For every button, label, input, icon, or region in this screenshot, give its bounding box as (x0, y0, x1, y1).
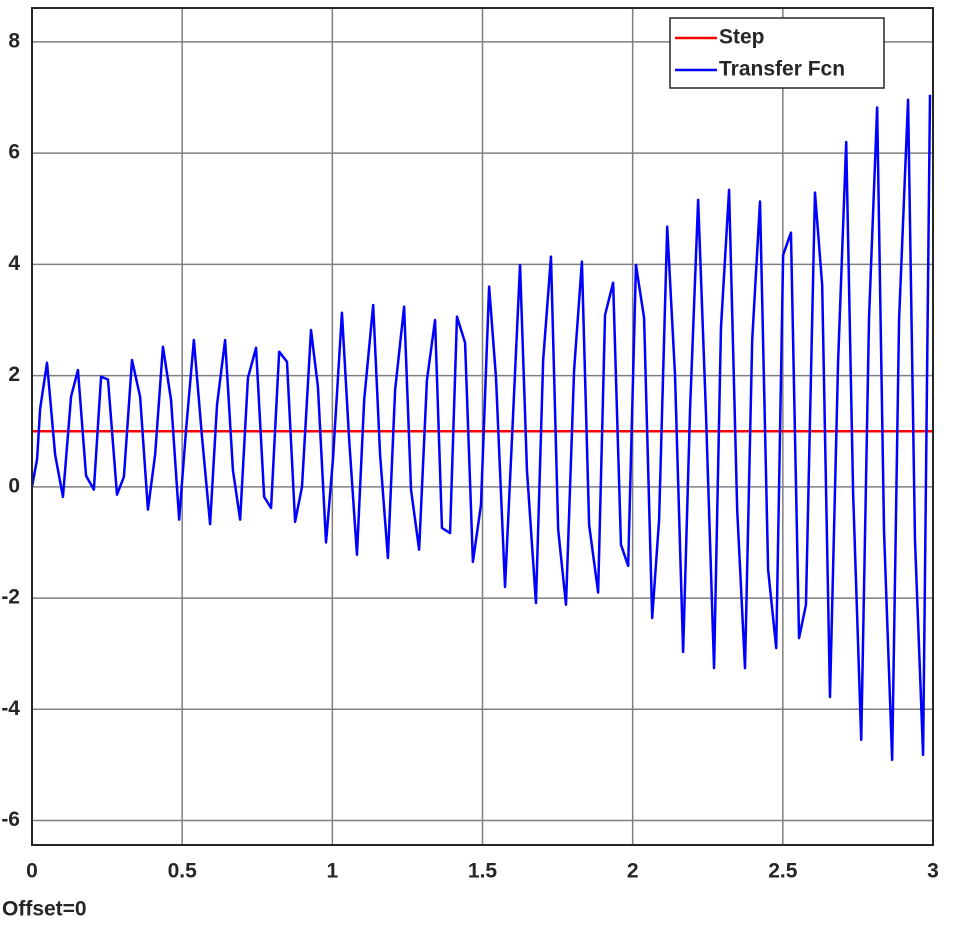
x-tick-label: 2 (627, 860, 639, 883)
x-tick-label: 0.5 (168, 860, 198, 883)
x-tick-label: 1 (326, 860, 338, 883)
y-tick-label: 8 (8, 29, 20, 52)
x-tick-label: 0 (26, 860, 38, 883)
y-tick-label: 4 (8, 252, 20, 275)
x-tick-label: 2.5 (768, 860, 798, 883)
line-series (30, 94, 932, 762)
y-tick-label: 6 (8, 141, 20, 164)
plot-frame (31, 7, 934, 846)
x-tick-label: 3 (927, 860, 939, 883)
legend-label: Step (719, 26, 765, 49)
y-tick-label: -4 (1, 697, 20, 720)
y-tick-label: -6 (1, 808, 20, 831)
x-tick-label: 1.5 (468, 860, 498, 883)
y-tick-label: -2 (1, 586, 20, 609)
annotation: Offset=0 (2, 898, 87, 921)
y-tick-label: 0 (8, 474, 20, 497)
legend-box (669, 17, 885, 89)
y-tick-label: 2 (8, 363, 20, 386)
legend-label: Transfer Fcn (719, 58, 845, 81)
